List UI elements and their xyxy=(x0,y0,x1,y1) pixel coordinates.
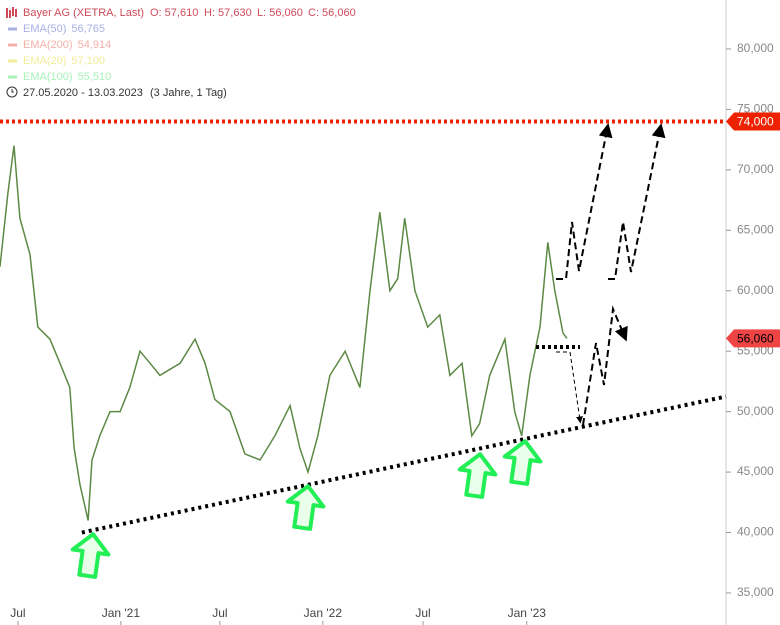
x-tick-label: Jul xyxy=(415,606,430,620)
resistance-tag xyxy=(726,112,780,131)
support-arrows xyxy=(70,439,543,579)
legend-open: O: 57,610 xyxy=(150,7,198,19)
candle-icon xyxy=(6,7,17,18)
x-tick-label: Jan '23 xyxy=(508,606,547,620)
y-tick-label: 75,000 xyxy=(737,102,774,116)
legend-value: 57,100 xyxy=(71,55,105,67)
legend-span: (3 Jahre, 1 Tag) xyxy=(150,87,227,99)
x-tick-label: Jan '22 xyxy=(304,606,343,620)
legend: Bayer AG (XETRA, Last) O: 57,610 H: 57,6… xyxy=(6,7,356,99)
legend-label: EMA(20) xyxy=(23,55,66,67)
y-tick-label: 80,000 xyxy=(737,41,774,55)
y-tick-label: 35,000 xyxy=(737,585,774,599)
legend-close: C: 56,060 xyxy=(308,7,356,19)
price-line xyxy=(0,145,568,521)
legend-period: 27.05.2020 - 13.03.2023 xyxy=(23,87,143,99)
legend-title: Bayer AG (XETRA, Last) xyxy=(23,7,144,19)
legend-label: EMA(100) xyxy=(23,71,73,83)
legend-label: EMA(200) xyxy=(23,39,73,51)
up-arrow xyxy=(285,484,326,531)
price-tag xyxy=(726,329,780,348)
legend-low: L: 56,060 xyxy=(257,7,303,19)
projection-path xyxy=(556,351,583,424)
legend-high: H: 57,630 xyxy=(204,7,252,19)
legend-value: 54,914 xyxy=(78,39,112,51)
clock-icon xyxy=(6,86,18,98)
projection-path xyxy=(582,305,628,426)
legend-value: 56,765 xyxy=(71,23,105,35)
x-tick-label: Jul xyxy=(212,606,227,620)
x-tick-label: Jul xyxy=(10,606,25,620)
legend-label: EMA(50) xyxy=(23,23,66,35)
price-label: 56,060 xyxy=(737,332,774,346)
projection-path xyxy=(608,123,666,280)
legend-value: 55,510 xyxy=(78,71,112,83)
y-tick-label: 50,000 xyxy=(737,404,774,418)
resistance-label: 74,000 xyxy=(737,115,774,129)
up-arrow xyxy=(70,532,111,579)
y-tick-label: 40,000 xyxy=(737,525,774,539)
clock-icon xyxy=(11,89,14,93)
up-arrow xyxy=(502,439,543,486)
up-arrow xyxy=(457,452,498,499)
projections xyxy=(536,123,666,426)
x-tick-label: Jan '21 xyxy=(102,606,141,620)
y-tick-label: 60,000 xyxy=(737,283,774,297)
y-tick-label: 65,000 xyxy=(737,222,774,236)
projection-path xyxy=(556,123,613,280)
y-tick-label: 70,000 xyxy=(737,162,774,176)
y-tick-label: 45,000 xyxy=(737,464,774,478)
support-line xyxy=(81,394,727,535)
